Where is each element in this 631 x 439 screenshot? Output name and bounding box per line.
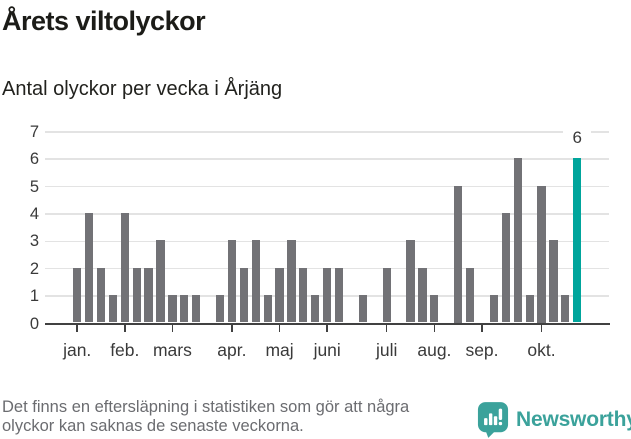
x-axis-month-label: juni [313,340,341,360]
x-axis-tick [76,324,78,333]
x-axis-tick [540,324,543,333]
bar [311,295,320,323]
bar [561,295,570,323]
plot-area: 6 0 1 2 3 4 5 6 7 jan. feb. mars apr. maj juni juli aug… [0,120,631,370]
gridline [45,158,609,160]
x-axis-tick [385,324,388,333]
bar [132,267,141,323]
bar [108,295,117,323]
last-value-annotation: 6 [563,128,592,148]
x-axis-tick [278,324,281,333]
x-axis-month-label: mars [152,340,192,360]
bar-highlighted [573,158,582,323]
x-axis-month-label: okt. [527,340,556,360]
bar [489,295,498,323]
y-axis-tick-label: 5 [29,177,39,196]
x-axis-month-label: sep. [465,340,499,360]
bar [299,267,308,323]
bar [406,240,415,323]
footer-disclaimer-line2: olyckor kan saknas de senaste veckorna. [2,416,304,435]
x-axis-month-label: feb. [110,340,140,360]
newsworthy-brand-link[interactable]: Newsworthy [477,401,631,438]
y-axis-tick-label: 0 [29,314,39,333]
footer-disclaimer: Det finns en eftersläpning i statistiken… [2,398,409,435]
bar [323,267,332,323]
bar [549,240,558,323]
x-axis-month-label: jan. [63,340,92,360]
y-axis-tick-label: 2 [29,259,39,278]
x-axis-month-label: juli [375,340,398,360]
bar [513,158,522,323]
gridline [45,185,609,188]
gridline [45,213,609,215]
bar [358,295,368,323]
gridline [45,131,609,133]
bar [537,185,546,323]
y-axis-tick-label: 3 [29,232,39,251]
gridline [45,240,609,243]
footer-disclaimer-line1: Det finns en eftersläpning i statistiken… [2,398,410,416]
y-axis-tick-label: 7 [29,122,39,141]
x-axis-line [45,322,610,325]
bar [96,267,106,323]
bar [525,295,534,323]
bar [73,267,82,323]
bar [430,295,439,323]
bar [501,212,510,323]
bar [454,185,463,323]
x-axis-tick [433,324,436,333]
bar [275,267,284,323]
bar [168,295,177,323]
bar [287,240,296,323]
y-axis-tick-label: 6 [29,150,39,169]
x-axis-tick [231,324,233,333]
bar [180,295,189,323]
bar [144,267,153,323]
bar [215,295,225,323]
bar [418,267,427,323]
x-axis-month-label: apr. [217,340,247,360]
x-axis-tick [171,324,174,333]
page-title: Årets viltolyckor [2,6,206,36]
bar [382,267,391,323]
bar [465,267,475,323]
bar [335,267,344,323]
bar [84,212,94,323]
bar [227,240,237,323]
x-axis-month-label: aug. [417,340,452,360]
bar [192,295,201,323]
bar [120,212,129,323]
newsworthy-logo-icon [477,401,509,438]
y-axis-tick-label: 4 [29,204,39,223]
bar [156,240,165,323]
x-axis-tick [481,324,483,333]
bar [239,267,248,323]
newsworthy-wordmark: Newsworthy [516,407,631,431]
x-axis-month-label: maj [265,340,294,360]
y-axis-tick-label: 1 [29,287,39,306]
chart-subtitle: Antal olyckor per vecka i Årjäng [2,78,283,100]
bar [251,240,260,323]
x-axis-tick [326,324,328,333]
bar [263,295,272,323]
x-axis-tick [124,324,126,333]
